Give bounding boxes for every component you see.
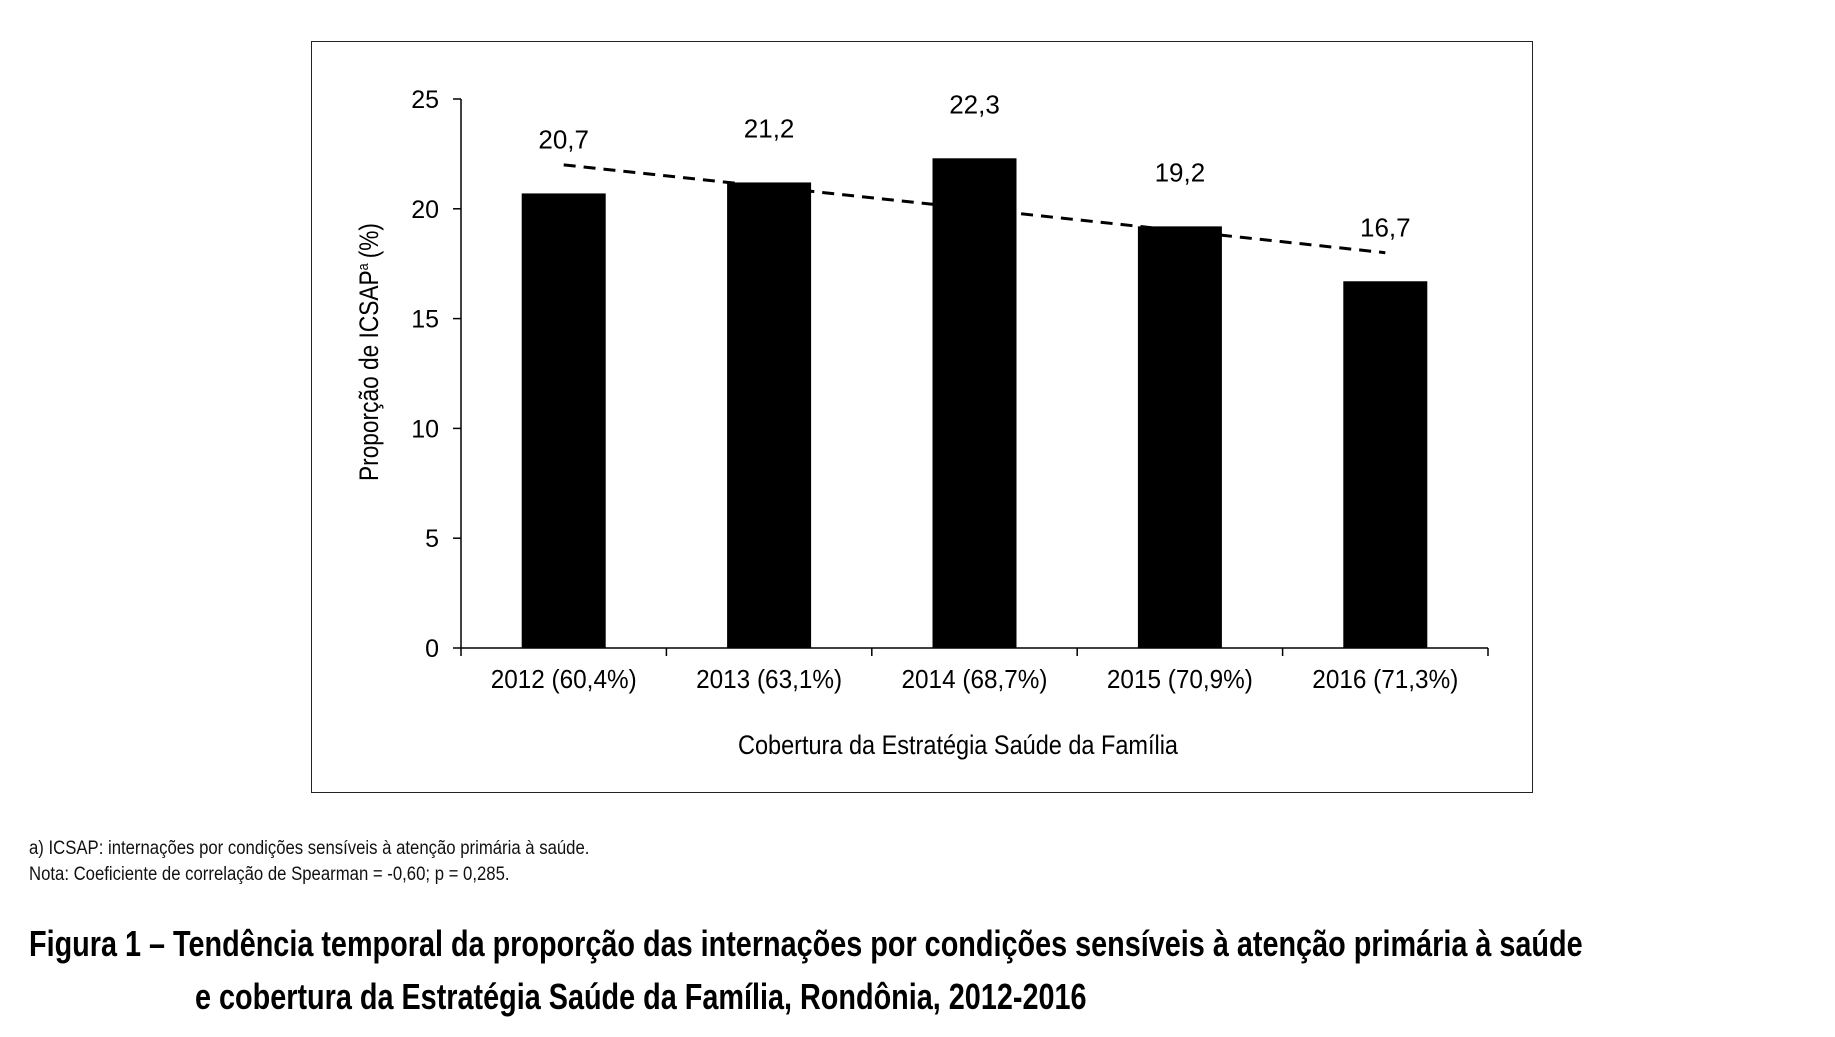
y-axis-title: Proporção de ICSAPa (%): [354, 223, 384, 481]
data-label: 19,2: [1155, 157, 1206, 187]
y-axis-title-main: Proporção de ICSAP: [354, 270, 384, 481]
trendline: [563, 163, 1386, 255]
y-axis-title-superscript: a: [355, 263, 372, 271]
x-tick-label: 2016 (71,3%): [1312, 664, 1458, 694]
trendline-dashed: [563, 163, 1386, 255]
data-label: 16,7: [1360, 212, 1411, 242]
x-axis-title: Cobertura da Estratégia Saúde da Família: [738, 730, 1179, 760]
data-label: 21,2: [744, 113, 795, 143]
x-tick-label: 2012 (60,4%): [491, 664, 637, 694]
footnote-icsap: a) ICSAP: internações por condições sens…: [29, 838, 590, 859]
y-axis-title-unit: (%): [354, 223, 384, 258]
data-labels: 20,7 21,2 22,3 19,2 16,7: [538, 89, 1410, 242]
y-tick-label: 15: [411, 306, 439, 334]
bar: [1343, 281, 1428, 648]
bar: [932, 158, 1017, 648]
y-tick-label: 5: [425, 525, 439, 553]
bar-chart: 0 5 10 15 20 25 2012 (60,4%) 2013 (63,1%) 2014 …: [354, 86, 1489, 760]
y-tick-label: 25: [411, 86, 439, 114]
x-tick-label: 2014 (68,7%): [902, 664, 1048, 694]
x-tick-label: 2013 (63,1%): [696, 664, 842, 694]
y-tick-label: 10: [411, 415, 439, 443]
y-tick-label: 0: [425, 635, 439, 663]
figure-caption-line-2: e cobertura da Estratégia Saúde da Famíl…: [195, 976, 1087, 1017]
y-axis: 0 5 10 15 20 25: [411, 86, 462, 663]
x-axis: 2012 (60,4%) 2013 (63,1%) 2014 (68,7%) 2015…: [460, 647, 1489, 694]
y-tick-label: 20: [411, 196, 439, 224]
figure-caption-line-1: Figura 1 – Tendência temporal da proporç…: [29, 923, 1583, 964]
data-label: 22,3: [949, 89, 1000, 119]
footnote-spearman: Nota: Coeficiente de correlação de Spear…: [29, 864, 510, 885]
chart-frame: 0 5 10 15 20 25 2012 (60,4%) 2013 (63,1%) 2014 …: [311, 41, 1533, 793]
data-label: 20,7: [538, 124, 589, 154]
bar: [521, 193, 606, 649]
bar: [727, 182, 812, 648]
x-tick-label: 2015 (70,9%): [1107, 664, 1253, 694]
bars: [521, 158, 1428, 649]
bar: [1137, 226, 1222, 649]
